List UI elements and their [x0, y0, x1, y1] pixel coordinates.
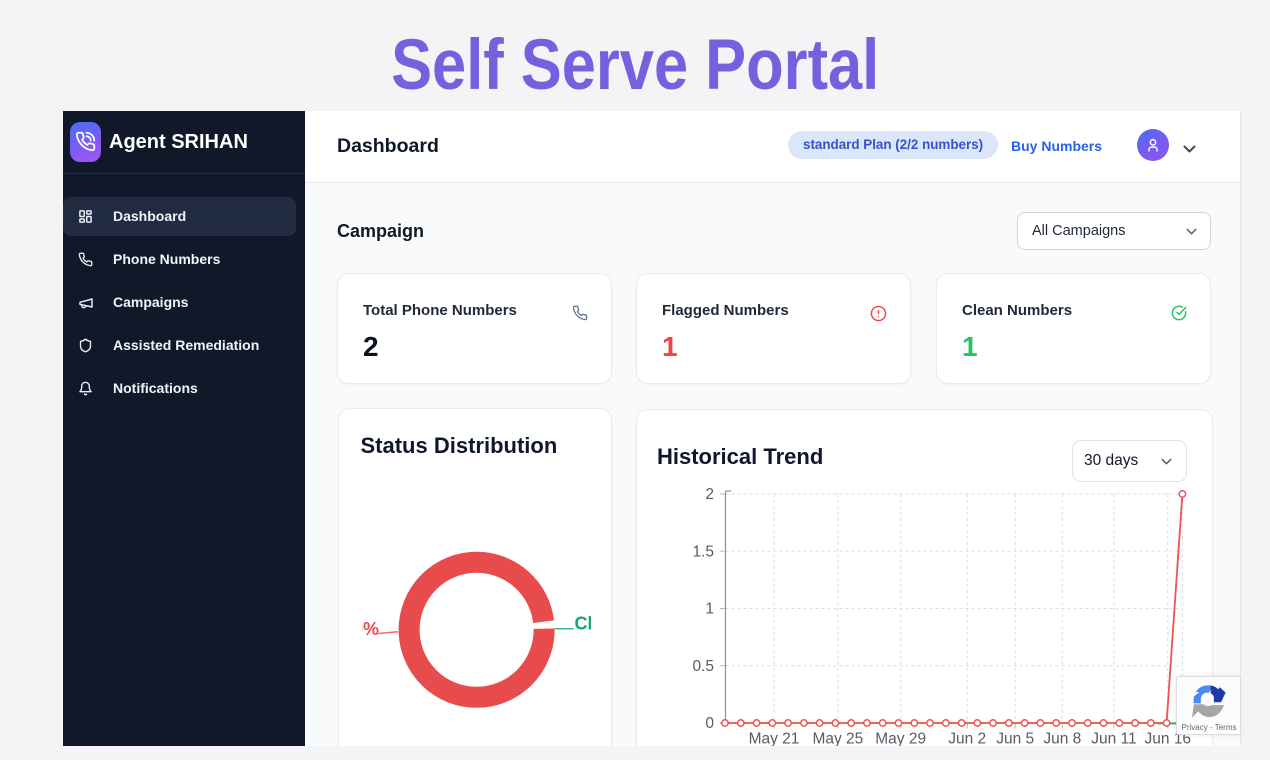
svg-text:Jun 2: Jun 2	[948, 731, 986, 747]
svg-text:May 21: May 21	[749, 731, 800, 747]
svg-text:Jun 11: Jun 11	[1091, 731, 1136, 747]
svg-text:100%: 100%	[362, 619, 379, 639]
svg-text:May 29: May 29	[875, 731, 926, 747]
svg-text:Jun 5: Jun 5	[996, 731, 1034, 747]
svg-text:1.5: 1.5	[692, 543, 714, 560]
svg-text:0: 0	[705, 715, 714, 732]
svg-text:2: 2	[705, 486, 714, 503]
svg-text:0.5: 0.5	[692, 658, 714, 675]
svg-text:Clean: Clean	[575, 613, 592, 633]
svg-text:Jun 8: Jun 8	[1043, 731, 1081, 747]
svg-text:1: 1	[705, 601, 714, 618]
svg-text:May 25: May 25	[812, 731, 863, 747]
